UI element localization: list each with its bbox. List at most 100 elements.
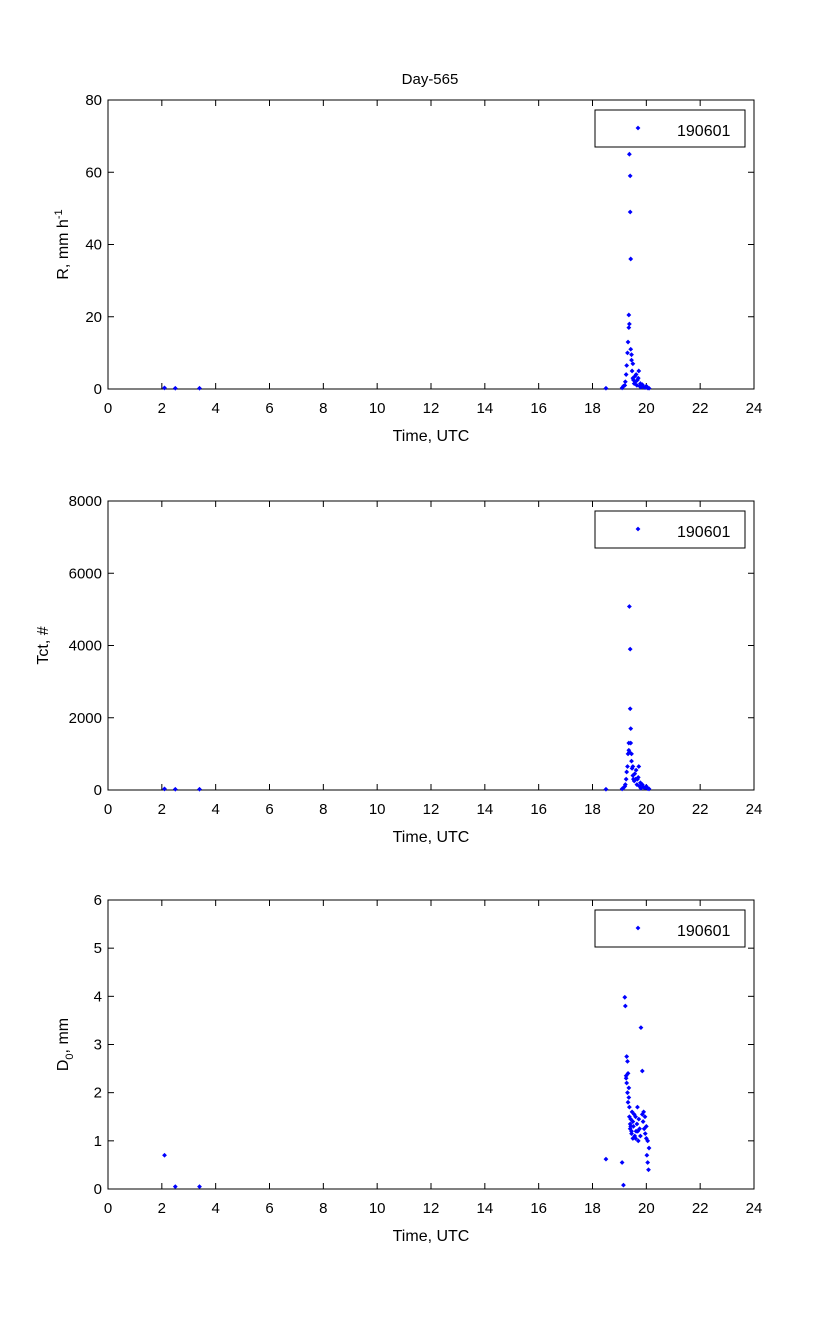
x-tick-label: 2 xyxy=(158,400,166,417)
x-axis-label: Time, UTC xyxy=(393,428,470,445)
legend-marker xyxy=(635,125,641,131)
data-point xyxy=(625,1058,630,1064)
x-tick-label: 8 xyxy=(319,400,327,417)
y-tick-label: 2 xyxy=(94,1085,102,1102)
data-point xyxy=(622,382,628,388)
y-tick-label: 0 xyxy=(94,782,102,799)
y-tick-label: 3 xyxy=(94,1037,102,1054)
data-point xyxy=(625,339,631,345)
data-point xyxy=(635,375,641,381)
data-point xyxy=(629,357,634,363)
data-point xyxy=(630,361,636,367)
y-tick-label: 6000 xyxy=(69,565,102,582)
data-point xyxy=(629,1131,634,1137)
data-point xyxy=(635,1128,641,1134)
x-tick-label: 2 xyxy=(158,1200,166,1217)
data-point xyxy=(623,1073,629,1079)
y-axis-label: Tct, # xyxy=(35,626,52,664)
data-point xyxy=(638,1025,644,1031)
x-tick-label: 12 xyxy=(423,1200,440,1217)
x-tick-label: 20 xyxy=(638,400,655,417)
data-point xyxy=(624,1080,630,1086)
data-point xyxy=(625,1071,631,1076)
data-point xyxy=(628,1116,634,1122)
data-point xyxy=(627,646,633,652)
data-point xyxy=(627,173,633,179)
data-point xyxy=(622,994,628,1000)
y-tick-label: 5 xyxy=(94,940,102,957)
y-axis-label: D0, mm xyxy=(55,1018,76,1071)
x-tick-label: 14 xyxy=(476,1200,493,1217)
data-point xyxy=(622,782,628,787)
x-tick-label: 4 xyxy=(211,400,219,417)
data-point xyxy=(635,1104,640,1110)
x-axis-label: Time, UTC xyxy=(393,829,470,846)
data-point xyxy=(637,1126,643,1132)
data-point xyxy=(626,151,632,157)
legend-marker xyxy=(635,526,641,532)
data-point xyxy=(641,1126,647,1132)
data-point xyxy=(628,256,634,262)
series-1 xyxy=(162,994,652,1189)
data-point xyxy=(628,726,634,731)
data-point xyxy=(640,1119,646,1124)
x-tick-label: 8 xyxy=(319,1200,327,1217)
x-tick-label: 12 xyxy=(423,801,440,818)
data-point xyxy=(635,1138,641,1144)
data-point xyxy=(625,1090,630,1096)
x-tick-label: 6 xyxy=(265,1200,273,1217)
x-tick-label: 12 xyxy=(423,400,440,417)
x-tick-label: 16 xyxy=(530,801,547,818)
legend-box xyxy=(594,909,746,948)
data-point xyxy=(635,377,640,383)
x-tick-label: 24 xyxy=(746,1200,763,1217)
data-point xyxy=(626,1085,632,1091)
x-tick-label: 0 xyxy=(104,400,112,417)
data-point xyxy=(639,1068,645,1074)
chart-panel-2: 0 2 4 6 8 10 12 14 16 18 20 22 2402000400060008000Ti… xyxy=(35,493,762,846)
x-tick-label: 6 xyxy=(265,400,273,417)
y-tick-label: 40 xyxy=(85,237,102,254)
y-tick-label: 0 xyxy=(94,1181,102,1198)
y-tick-label: 1 xyxy=(94,1133,102,1150)
data-point xyxy=(632,771,638,777)
data-point xyxy=(642,385,648,390)
data-point xyxy=(643,1136,649,1141)
data-point xyxy=(646,1145,652,1151)
plot-area xyxy=(107,500,755,791)
data-point xyxy=(642,1114,648,1120)
y-axis-label: R, mm h-1 xyxy=(53,209,72,279)
y-tick-label: 0 xyxy=(94,381,102,398)
data-point xyxy=(625,350,630,356)
data-point xyxy=(624,363,630,368)
x-tick-label: 24 xyxy=(746,801,763,818)
x-tick-label: 0 xyxy=(104,801,112,818)
data-point xyxy=(162,1152,167,1158)
data-point xyxy=(628,1123,634,1129)
legend: 190601 xyxy=(594,510,746,549)
data-point xyxy=(628,740,634,746)
data-point xyxy=(631,1111,637,1117)
data-point xyxy=(162,786,167,792)
data-point xyxy=(626,1095,632,1100)
y-tick-label: 4 xyxy=(94,988,102,1005)
data-point xyxy=(629,352,634,358)
x-tick-label: 18 xyxy=(584,801,601,818)
x-tick-label: 2 xyxy=(158,801,166,818)
data-point xyxy=(603,1156,609,1162)
data-point xyxy=(636,1116,642,1122)
x-axis-label: Time, UTC xyxy=(393,1228,470,1245)
data-point xyxy=(639,1111,645,1117)
data-point xyxy=(625,764,630,769)
x-tick-label: 22 xyxy=(692,400,709,417)
data-point xyxy=(619,1160,625,1165)
x-tick-label: 6 xyxy=(265,801,273,818)
data-point xyxy=(628,346,634,352)
data-point xyxy=(636,368,642,374)
data-point xyxy=(624,1054,630,1059)
data-point xyxy=(633,767,639,773)
x-tick-label: 0 xyxy=(104,1200,112,1217)
